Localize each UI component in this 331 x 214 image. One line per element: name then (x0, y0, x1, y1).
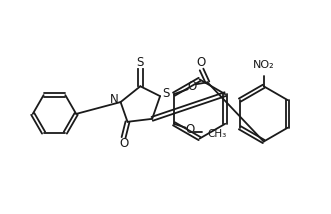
Text: NO₂: NO₂ (253, 59, 274, 70)
Text: S: S (162, 87, 170, 100)
Text: O: O (119, 137, 128, 150)
Text: O: O (196, 56, 205, 69)
Text: O: O (187, 80, 196, 93)
Text: O: O (185, 123, 194, 136)
Text: CH₃: CH₃ (208, 129, 227, 139)
Text: S: S (137, 56, 144, 69)
Text: N: N (110, 93, 118, 106)
